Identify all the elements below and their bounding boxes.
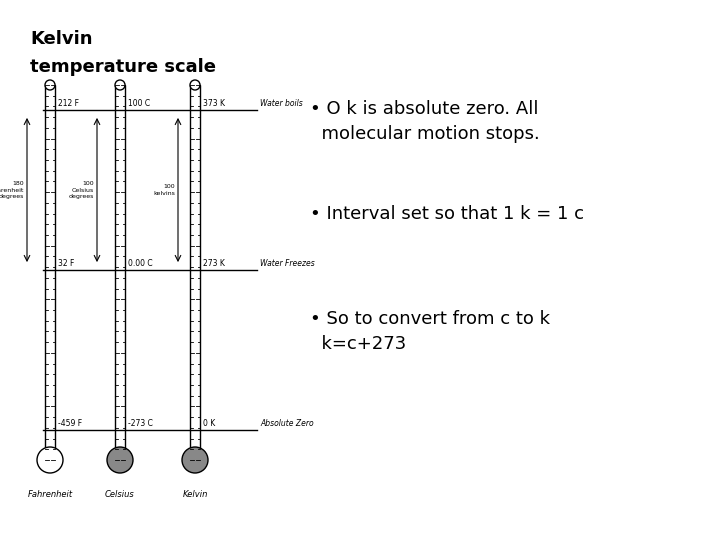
Text: temperature scale: temperature scale [30,58,216,76]
Text: 0.00 C: 0.00 C [128,259,153,268]
Text: Celsius: Celsius [105,490,135,499]
Text: 100
kelvins: 100 kelvins [153,184,175,195]
Text: Kelvin: Kelvin [30,30,92,48]
Text: 32 F: 32 F [58,259,74,268]
Circle shape [182,447,208,473]
Text: Fahrenheit: Fahrenheit [27,490,73,499]
Bar [190,85,200,460]
Circle shape [37,447,63,473]
Text: Absolute Zero: Absolute Zero [260,419,314,428]
Text: • Interval set so that 1 k = 1 c: • Interval set so that 1 k = 1 c [310,205,584,223]
Text: -273 C: -273 C [128,419,153,428]
Text: 0 K: 0 K [203,419,215,428]
Text: Water Freezes: Water Freezes [260,259,315,268]
Text: • So to convert from c to k
  k=c+273: • So to convert from c to k k=c+273 [310,310,550,353]
Text: 180
Fahrenheit
degrees: 180 Fahrenheit degrees [0,181,24,199]
Circle shape [107,447,133,473]
Circle shape [115,80,125,90]
Bar [115,85,125,460]
Text: Water boils: Water boils [260,99,302,108]
Text: • O k is absolute zero. All
  molecular motion stops.: • O k is absolute zero. All molecular mo… [310,100,540,143]
Text: 273 K: 273 K [203,259,225,268]
Text: Kelvin: Kelvin [182,490,207,499]
Text: 100
Celsius
degrees: 100 Celsius degrees [68,181,94,199]
Text: 212 F: 212 F [58,99,79,108]
Bar [45,85,55,460]
Circle shape [45,80,55,90]
Text: 373 K: 373 K [203,99,225,108]
Text: -459 F: -459 F [58,419,82,428]
Circle shape [190,80,200,90]
Text: 100 C: 100 C [128,99,150,108]
